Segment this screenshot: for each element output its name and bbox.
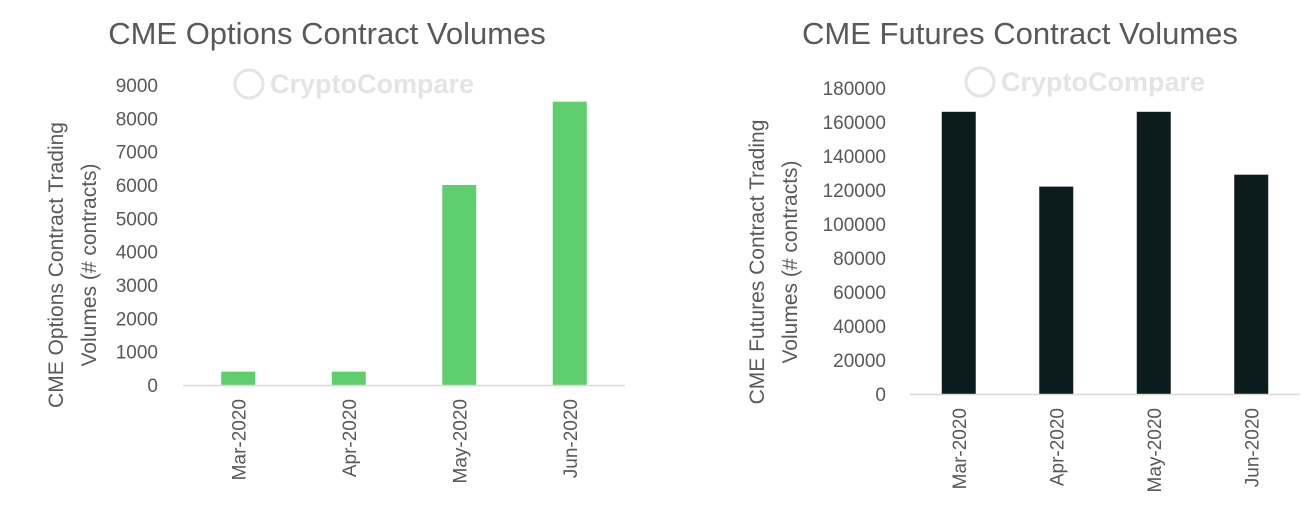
options-bar [442, 185, 477, 385]
futures-y-tick-label: 140000 [823, 147, 886, 168]
futures-plot-area: 0 20000 40000 60000 80000 100000 120000 140000 1… [823, 79, 1300, 493]
options-bar [331, 371, 366, 385]
options-y-tick-label: 7000 [116, 143, 158, 164]
options-x-tick-label: Apr-2020 [340, 399, 361, 477]
futures-y-tick-label: 160000 [823, 113, 886, 134]
futures-x-tick-label: May-2020 [1145, 408, 1166, 493]
futures-y-tick-label: 180000 [823, 79, 886, 100]
options-y-tick-label: 0 [147, 376, 158, 397]
futures-y-tick-label: 60000 [833, 283, 886, 304]
options-plot-area: 0 1000 2000 3000 4000 5000 6000 7000 8000 9000 Mar… [116, 76, 625, 484]
futures-bar [1234, 174, 1269, 394]
futures-chart-title: CME Futures Contract Volumes [802, 16, 1238, 51]
futures-y-tick-label: 20000 [833, 351, 886, 372]
futures-x-tick-label: Mar-2020 [950, 408, 971, 489]
cryptocompare-logo-icon [233, 68, 265, 100]
futures-y-tick-label: 120000 [823, 181, 886, 202]
options-y-tick-label: 3000 [116, 276, 158, 297]
futures-y-tick-label: 0 [875, 385, 886, 406]
options-x-tick-label: May-2020 [450, 399, 471, 484]
options-bar [221, 371, 256, 385]
futures-bar [1136, 111, 1171, 395]
options-y-tick-label: 2000 [116, 309, 158, 330]
options-y-axis-label-line1: CME Options Contract Trading [45, 122, 68, 408]
futures-y-axis-label-line1: CME Futures Contract Trading [746, 120, 769, 405]
options-x-tick-label: Jun-2020 [561, 399, 582, 478]
futures-watermark: CryptoCompare [964, 66, 1205, 98]
options-bar [552, 101, 587, 386]
options-chart: CME Options Contract Volumes CryptoCompa… [45, 16, 625, 484]
options-y-tick-label: 5000 [116, 209, 158, 230]
options-watermark: CryptoCompare [233, 68, 474, 100]
cryptocompare-logo-icon [964, 66, 996, 98]
options-y-tick-label: 8000 [116, 109, 158, 130]
futures-y-tick-label: 40000 [833, 317, 886, 338]
futures-watermark-text: CryptoCompare [1001, 67, 1205, 97]
futures-y-tick-label: 80000 [833, 249, 886, 270]
options-x-tick-label: Mar-2020 [229, 399, 250, 480]
options-chart-title: CME Options Contract Volumes [108, 16, 546, 51]
options-y-tick-label: 9000 [116, 76, 158, 97]
futures-x-tick-label: Apr-2020 [1047, 408, 1068, 486]
options-y-tick-label: 6000 [116, 176, 158, 197]
options-y-tick-label: 4000 [116, 243, 158, 264]
futures-x-tick-label: Jun-2020 [1242, 408, 1263, 487]
options-y-tick-label: 1000 [116, 343, 158, 364]
futures-y-tick-label: 100000 [823, 215, 886, 236]
options-y-axis-label-line2: Volumes (# contracts) [78, 163, 101, 366]
futures-bar [941, 111, 976, 395]
options-watermark-text: CryptoCompare [270, 69, 474, 99]
futures-bar [1039, 186, 1074, 394]
futures-y-axis-label-line2: Volumes (# contracts) [779, 160, 802, 363]
futures-chart: CME Futures Contract Volumes CryptoCompa… [746, 16, 1300, 493]
